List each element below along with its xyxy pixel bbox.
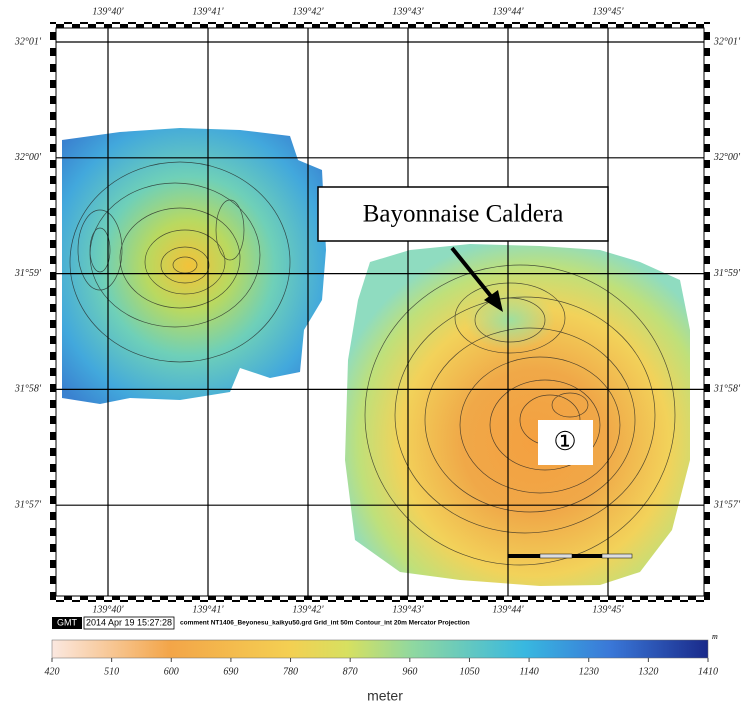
latitude-label: 32°01' — [14, 36, 42, 47]
colorbar-tick-label: 1410 — [698, 666, 718, 677]
marker: ① — [553, 427, 576, 456]
colorbar-tick-label: 420 — [45, 666, 60, 677]
longitude-label: 139°45' — [592, 6, 624, 17]
colorbar — [52, 640, 708, 658]
colorbar-tick-label: 960 — [402, 666, 417, 677]
colorbar-tick-label: 690 — [223, 666, 238, 677]
longitude-label: 139°42' — [292, 6, 324, 17]
latitude-label: 32°01' — [713, 36, 741, 47]
colorbar-label: meter — [367, 688, 403, 704]
colorbar-tick-label: 780 — [283, 666, 298, 677]
colorbar-tick-label: 870 — [343, 666, 358, 677]
longitude-label: 139°40' — [92, 604, 124, 615]
longitude-label: 139°41' — [192, 604, 224, 615]
longitude-label: 139°45' — [592, 604, 624, 615]
comment: comment NT1406_Beyonesu_kaikyu50.grd Gri… — [180, 620, 470, 627]
latitude-label: 31°59' — [713, 268, 741, 279]
colorbar-tick-label: 1230 — [579, 666, 599, 677]
annotation-text: Bayonnaise Caldera — [363, 201, 564, 228]
longitude-label: 139°42' — [292, 604, 324, 615]
timestamp: 2014 Apr 19 15:27:28 — [86, 617, 172, 627]
latitude-label: 31°58' — [14, 384, 42, 395]
longitude-label: 139°43' — [392, 604, 424, 615]
logo: GMT — [57, 617, 77, 627]
map-figure: Bayonnaise Caldera ① GMT 2014 Apr 19 15:… — [0, 0, 742, 708]
longitude-label: 139°40' — [92, 6, 124, 17]
longitude-label: 139°44' — [492, 6, 524, 17]
colorbar-unit: m — [712, 632, 718, 641]
latitude-label: 32°00' — [713, 152, 741, 163]
longitude-label: 139°43' — [392, 6, 424, 17]
colorbar-tick-label: 1320 — [638, 666, 658, 677]
colorbar-tick-label: 510 — [104, 666, 119, 677]
colorbar-tick-label: 1050 — [459, 666, 479, 677]
latitude-label: 31°57' — [713, 499, 741, 510]
caldera-floor — [465, 290, 555, 350]
longitude-label: 139°41' — [192, 6, 224, 17]
latitude-label: 32°00' — [14, 152, 42, 163]
latitude-label: 31°58' — [713, 384, 741, 395]
colorbar-tick-label: 600 — [164, 666, 179, 677]
colorbar-tick-label: 1140 — [519, 666, 538, 677]
latitude-label: 31°57' — [14, 499, 42, 510]
latitude-label: 31°59' — [14, 268, 42, 279]
bathymetry-west — [62, 128, 326, 404]
longitude-label: 139°44' — [492, 604, 524, 615]
scale-bar — [508, 554, 632, 558]
